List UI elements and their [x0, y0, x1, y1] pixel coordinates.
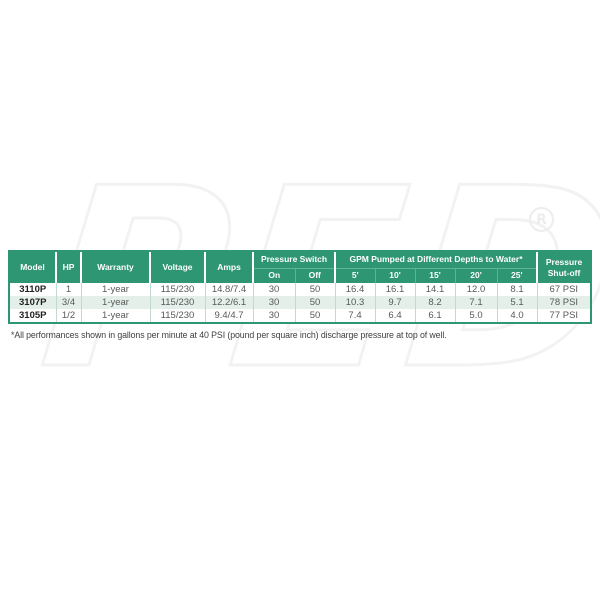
- cell-model: 3110P: [10, 283, 56, 296]
- cell-shutoff: 78 PSI: [536, 296, 591, 309]
- cell-warranty: 1-year: [80, 283, 150, 296]
- table-row: 3110P 1 1-year 115/230 14.8/7.4 30 50 16…: [10, 283, 591, 296]
- cell-switch-off: 50: [294, 283, 336, 296]
- subheader-depth-10ft: 10': [374, 268, 416, 283]
- col-header-hp: HP: [55, 252, 81, 283]
- cell-gpm-15ft: 6.1: [414, 309, 456, 322]
- cell-gpm-5ft: 10.3: [334, 296, 376, 309]
- table-row: 3107P 3/4 1-year 115/230 12.2/6.1 30 50 …: [10, 296, 591, 309]
- footnote: *All performances shown in gallons per m…: [11, 330, 447, 340]
- subheader-depth-5ft: 5': [334, 268, 376, 283]
- cell-gpm-20ft: 5.0: [454, 309, 498, 322]
- cell-gpm-5ft: 7.4: [334, 309, 376, 322]
- header-row-sub: On Off 5' 10' 15' 20' 25': [10, 268, 590, 283]
- cell-warranty: 1-year: [80, 296, 150, 309]
- cell-shutoff: 77 PSI: [536, 309, 591, 322]
- cell-gpm-10ft: 16.1: [374, 283, 416, 296]
- cell-hp: 1/2: [55, 309, 81, 322]
- pump-spec-table: Model HP Warranty Voltage Amps Pressure …: [10, 252, 591, 322]
- subheader-switch-off: Off: [294, 268, 336, 283]
- col-header-model: Model: [10, 252, 56, 283]
- cell-switch-on: 30: [252, 283, 295, 296]
- cell-gpm-25ft: 5.1: [496, 296, 538, 309]
- cell-gpm-10ft: 6.4: [374, 309, 416, 322]
- cell-voltage: 115/230: [149, 296, 205, 309]
- header-row-groups: Model HP Warranty Voltage Amps Pressure …: [10, 252, 591, 283]
- cell-switch-off: 50: [294, 309, 336, 322]
- cell-gpm-15ft: 14.1: [414, 283, 456, 296]
- col-header-pressure-shutoff: Pressure Shut-off: [536, 252, 591, 283]
- cell-amps: 14.8/7.4: [204, 283, 253, 296]
- col-header-warranty: Warranty: [80, 252, 150, 283]
- group-header-gpm: GPM Pumped at Different Depths to Water*: [334, 252, 538, 269]
- subheader-depth-15ft: 15': [414, 268, 456, 283]
- subheader-depth-20ft: 20': [454, 268, 498, 283]
- cell-gpm-20ft: 12.0: [454, 283, 498, 296]
- group-header-pressure-switch: Pressure Switch: [251, 252, 336, 269]
- cell-switch-off: 50: [294, 296, 336, 309]
- registered-trademark-icon: R: [529, 207, 554, 232]
- cell-shutoff: 67 PSI: [536, 283, 591, 296]
- cell-switch-on: 30: [252, 296, 295, 309]
- cell-gpm-15ft: 8.2: [414, 296, 456, 309]
- col-header-voltage: Voltage: [149, 252, 205, 283]
- subheader-depth-25ft: 25': [496, 268, 538, 283]
- cell-gpm-20ft: 7.1: [454, 296, 498, 309]
- cell-amps: 9.4/4.7: [204, 309, 253, 322]
- cell-gpm-10ft: 9.7: [374, 296, 416, 309]
- spec-table-container: Model HP Warranty Voltage Amps Pressure …: [8, 250, 592, 324]
- cell-gpm-5ft: 16.4: [334, 283, 376, 296]
- cell-hp: 3/4: [55, 296, 81, 309]
- cell-voltage: 115/230: [149, 283, 205, 296]
- cell-voltage: 115/230: [149, 309, 205, 322]
- col-header-amps: Amps: [204, 252, 253, 283]
- table-row: 3105P 1/2 1-year 115/230 9.4/4.7 30 50 7…: [10, 309, 591, 322]
- cell-hp: 1: [55, 283, 81, 296]
- cell-warranty: 1-year: [80, 309, 150, 322]
- cell-gpm-25ft: 4.0: [496, 309, 538, 322]
- cell-model: 3107P: [10, 296, 56, 309]
- cell-model: 3105P: [10, 309, 56, 322]
- cell-switch-on: 30: [252, 309, 295, 322]
- subheader-switch-on: On: [252, 268, 295, 283]
- cell-gpm-25ft: 8.1: [496, 283, 538, 296]
- cell-amps: 12.2/6.1: [204, 296, 253, 309]
